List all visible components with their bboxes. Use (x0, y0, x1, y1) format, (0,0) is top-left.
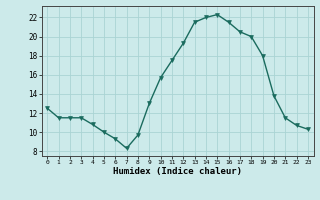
X-axis label: Humidex (Indice chaleur): Humidex (Indice chaleur) (113, 167, 242, 176)
